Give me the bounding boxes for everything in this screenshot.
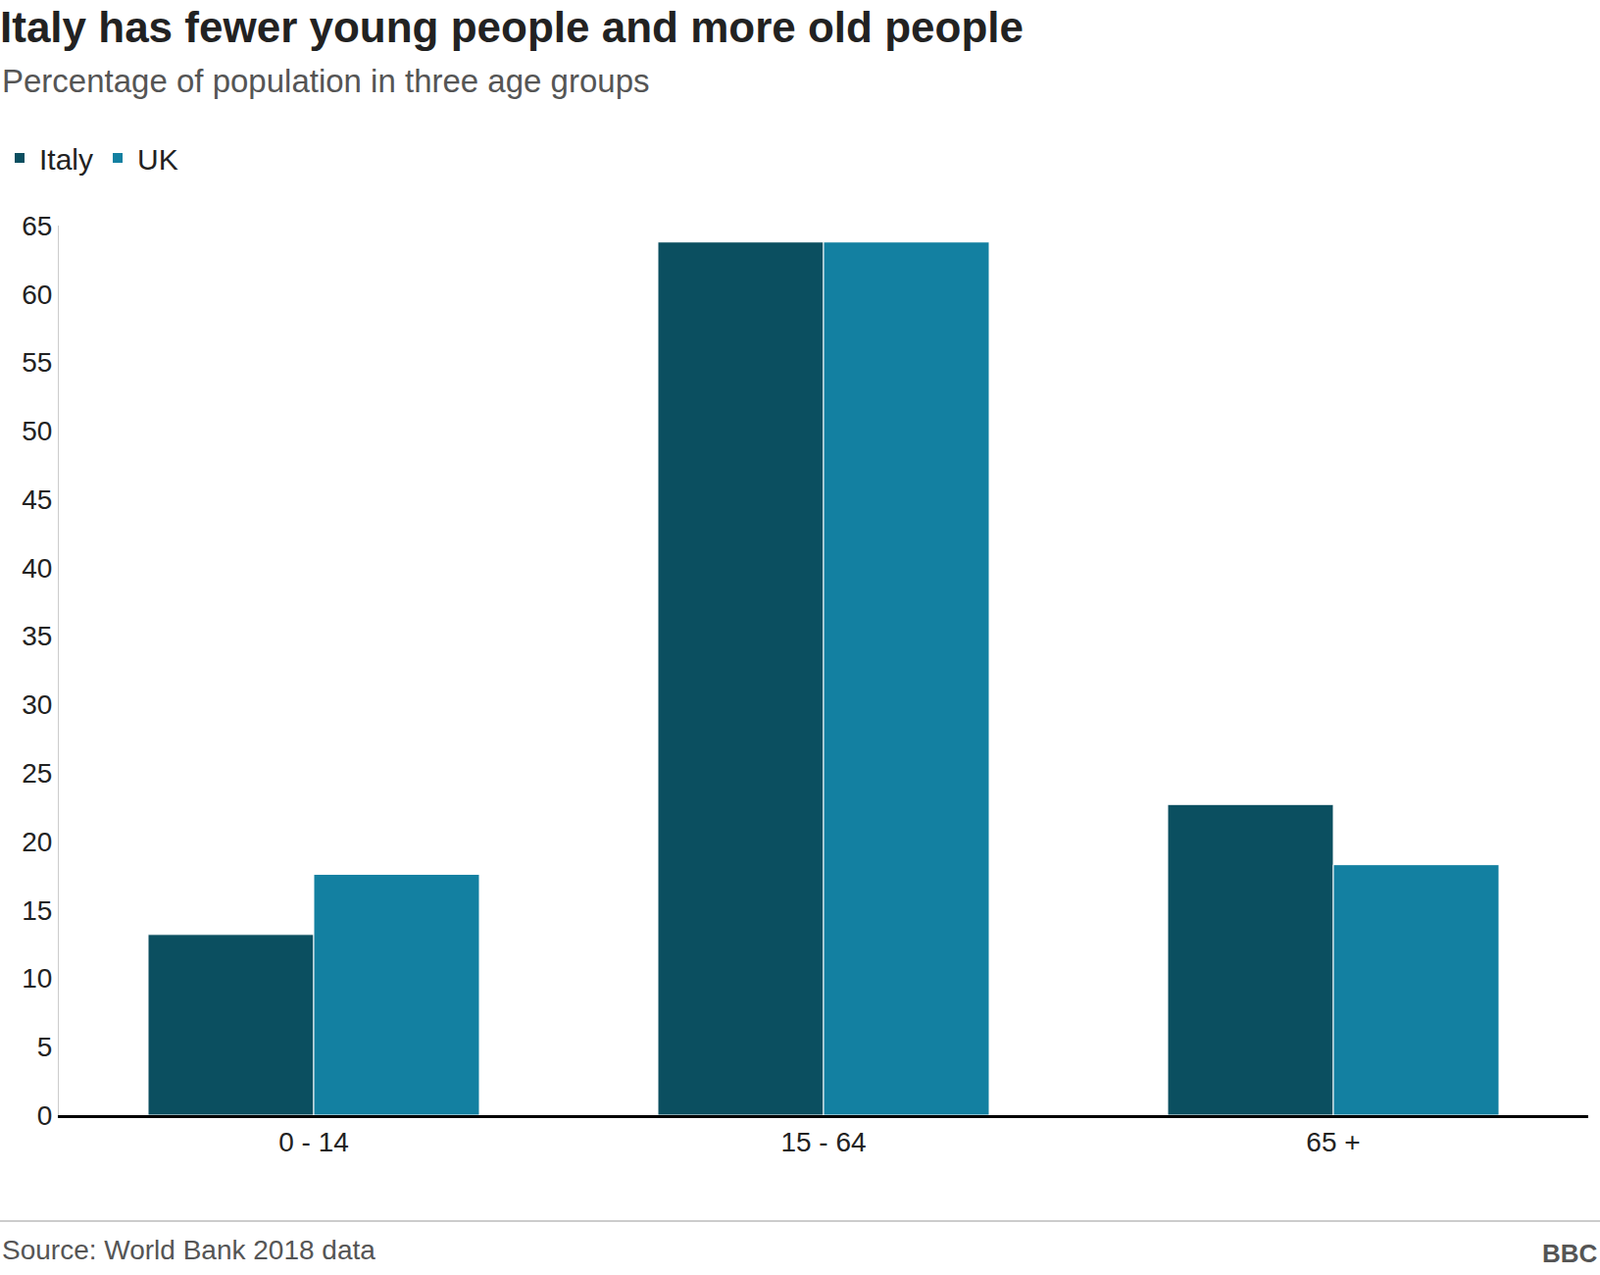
svg-text:40: 40 — [21, 552, 52, 584]
svg-text:BBC: BBC — [1542, 1238, 1599, 1268]
svg-text:Percentage of population in th: Percentage of population in three age gr… — [1, 62, 650, 100]
svg-text:45: 45 — [21, 484, 52, 515]
svg-text:0: 0 — [37, 1100, 53, 1131]
svg-text:15: 15 — [21, 894, 52, 925]
svg-text:0 - 14: 0 - 14 — [278, 1126, 350, 1157]
svg-text:65: 65 — [21, 210, 52, 242]
svg-text:Source: World Bank 2018 data: Source: World Bank 2018 data — [1, 1234, 376, 1265]
svg-text:50: 50 — [21, 415, 52, 447]
svg-text:10: 10 — [21, 962, 52, 994]
svg-text:30: 30 — [21, 689, 52, 720]
svg-text:60: 60 — [21, 279, 52, 310]
svg-text:65 +: 65 + — [1305, 1126, 1360, 1157]
svg-text:20: 20 — [21, 826, 52, 857]
svg-text:25: 25 — [21, 757, 52, 789]
svg-text:Italy has fewer young people a: Italy has fewer young people and more ol… — [0, 2, 1024, 51]
svg-text:15 - 64: 15 - 64 — [780, 1126, 866, 1157]
svg-text:Italy: Italy — [39, 143, 94, 176]
svg-text:55: 55 — [21, 347, 52, 378]
svg-text:UK: UK — [137, 143, 179, 176]
svg-text:5: 5 — [37, 1031, 53, 1062]
svg-text:35: 35 — [21, 620, 52, 651]
